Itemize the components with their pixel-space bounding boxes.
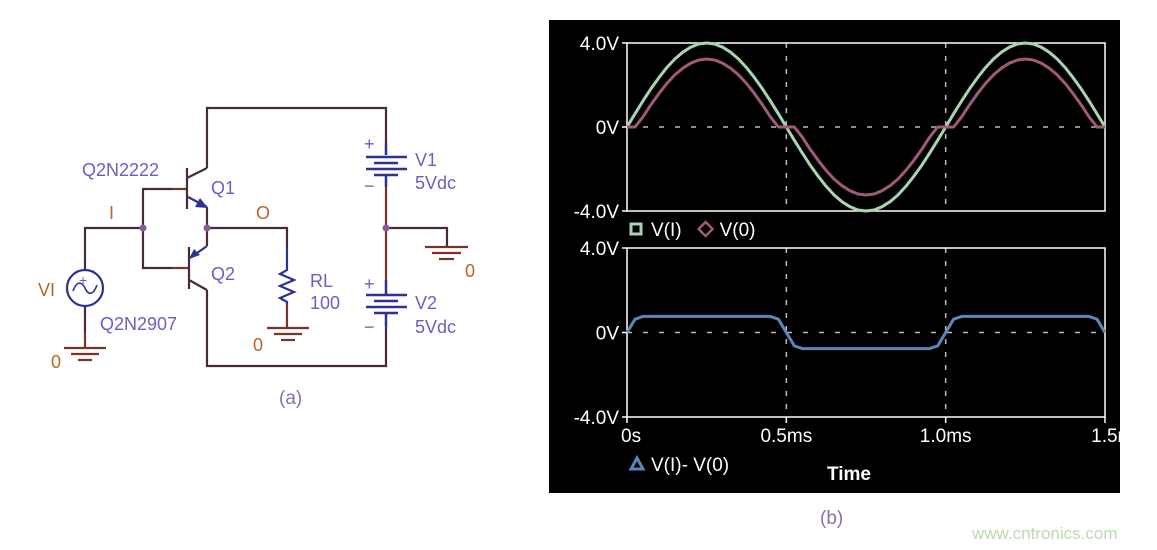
q2-model-label: Q2N2907 xyxy=(100,314,177,334)
transistor-q1 xyxy=(185,167,208,209)
y-tick-label: -4.0V xyxy=(574,202,620,223)
ground-label: 0 xyxy=(253,335,263,355)
ground-label: 0 xyxy=(465,261,475,281)
v2-plus-label: + xyxy=(364,274,375,294)
y-tick-label: 4.0V xyxy=(580,34,619,55)
chart-background xyxy=(549,20,1120,493)
watermark: www.cntronics.com xyxy=(972,524,1118,543)
legend-diamond-marker-icon xyxy=(696,220,715,238)
y-tick-label: -4.0V xyxy=(574,408,620,429)
load-name-label: RL xyxy=(310,271,333,291)
caption-b: (b) xyxy=(820,508,844,529)
legend-square-marker-icon xyxy=(629,222,643,236)
x-axis-label: Time xyxy=(827,464,871,485)
ground-icon xyxy=(64,346,106,362)
v2-name-label: V2 xyxy=(415,293,437,313)
source-plus-label: + xyxy=(79,272,87,288)
v2-value-label: 5Vdc xyxy=(415,317,456,337)
x-tick-label: 0.5ms xyxy=(760,426,812,447)
series-line-v-0- xyxy=(627,57,1105,197)
node-in-label: I xyxy=(109,203,114,223)
load-value-label: 100 xyxy=(310,293,340,313)
q1-name-label: Q1 xyxy=(211,178,235,198)
ground-label: 0 xyxy=(51,352,61,372)
resistor-icon xyxy=(277,248,297,305)
v1-name-label: V1 xyxy=(415,150,437,170)
sine-wave-icon xyxy=(72,282,98,295)
v1-minus-label: − xyxy=(364,176,375,196)
ground-icon xyxy=(267,326,309,342)
y-tick-label: 0V xyxy=(596,324,620,345)
battery-v1-icon xyxy=(366,143,407,187)
circuit-diagram: Q2N2222 Q1 Q2 Q2N2907 RL 100 V1 5Vdc V2 … xyxy=(38,106,475,372)
y-tick-label: 4.0V xyxy=(580,239,619,260)
leads xyxy=(83,187,388,347)
x-tick-label: 0s xyxy=(621,426,641,447)
legend-label: V(0) xyxy=(720,220,756,241)
q1-model-label: Q2N2222 xyxy=(82,160,159,180)
y-tick-label: 0V xyxy=(596,118,620,139)
node-out-label: O xyxy=(256,203,270,223)
series-line-v-i- xyxy=(625,41,1107,213)
v1-value-label: 5Vdc xyxy=(415,173,456,193)
source-name-label: VI xyxy=(38,280,55,300)
ac-source-icon xyxy=(65,268,105,308)
emitter-arrow-icon xyxy=(195,198,208,208)
v2-minus-label: − xyxy=(364,317,375,337)
transistor-q2 xyxy=(187,245,208,291)
ground-icon xyxy=(425,245,468,261)
q2-name-label: Q2 xyxy=(211,264,235,284)
emitter-arrow-icon xyxy=(189,249,200,259)
legend-triangle-marker-icon xyxy=(628,454,646,471)
legend-label: V(I) xyxy=(651,220,682,241)
battery-v2-icon xyxy=(366,280,407,326)
x-tick-label: 1.5ms xyxy=(1091,426,1120,447)
legend-label: V(I)- V(0) xyxy=(651,455,729,476)
x-tick-label: 1.0ms xyxy=(920,426,972,447)
v1-plus-label: + xyxy=(364,134,375,154)
caption-a: (a) xyxy=(279,388,303,409)
series-line-v-i-v-0- xyxy=(625,314,1107,351)
junctions xyxy=(139,224,390,232)
